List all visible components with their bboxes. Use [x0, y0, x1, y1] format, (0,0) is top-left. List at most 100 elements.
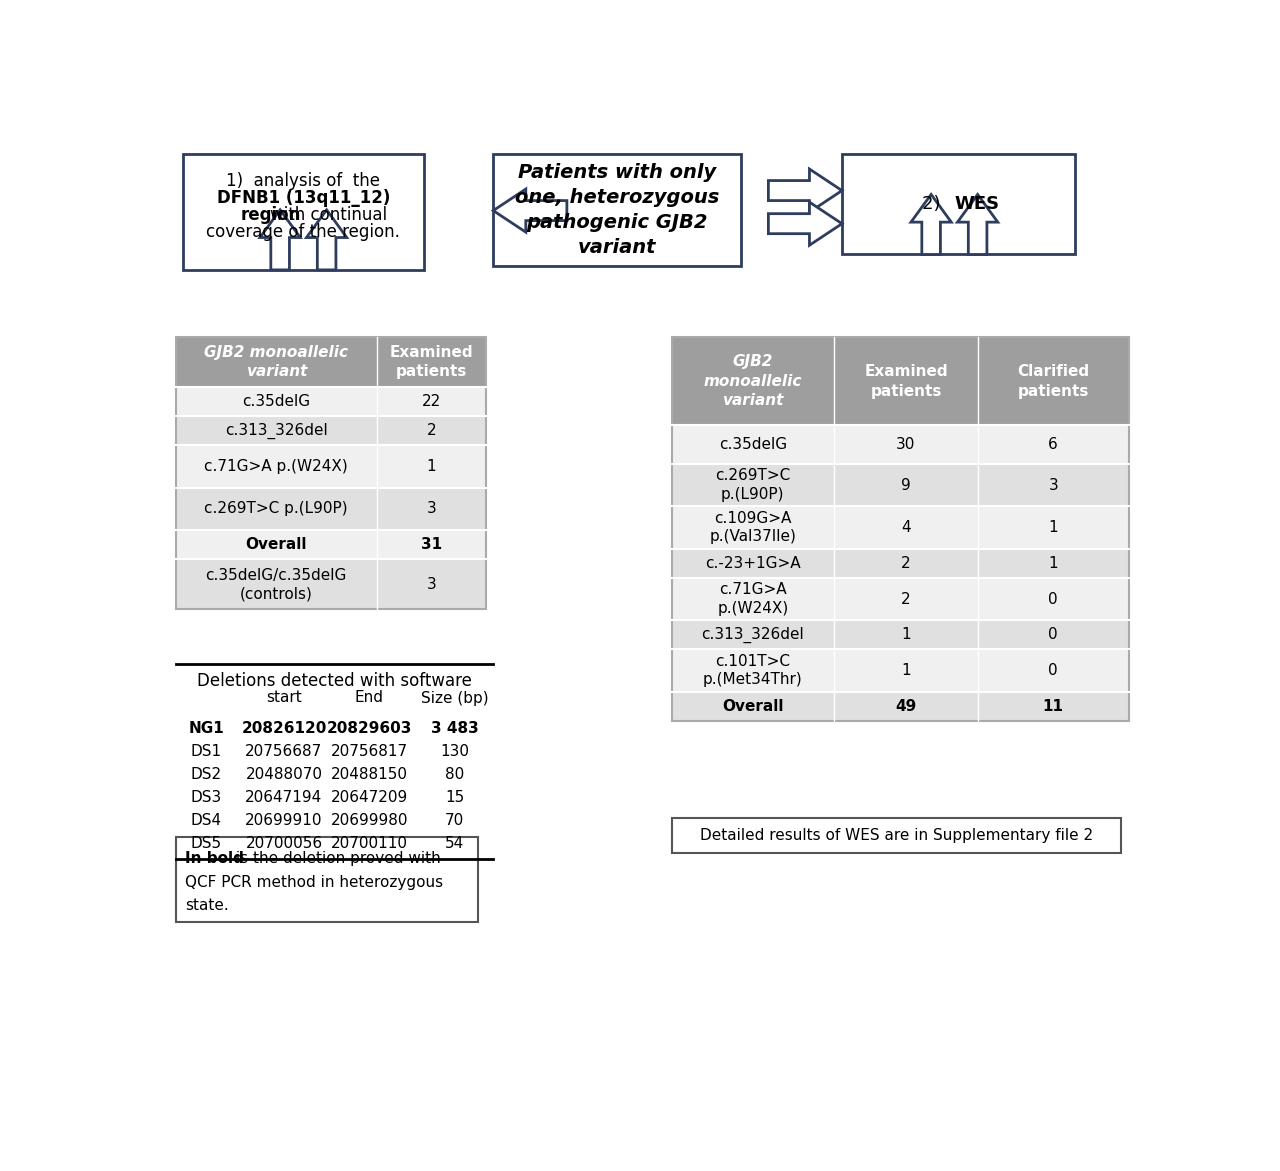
Text: DS2: DS2 [191, 767, 221, 782]
Text: is the deletion proved with: is the deletion proved with [232, 851, 442, 867]
Text: Overall: Overall [246, 537, 307, 553]
Text: NG1: NG1 [188, 720, 224, 735]
FancyBboxPatch shape [672, 549, 1129, 577]
Text: Overall: Overall [722, 699, 783, 714]
FancyBboxPatch shape [672, 650, 1129, 692]
FancyBboxPatch shape [175, 416, 485, 445]
Text: DS4: DS4 [191, 813, 221, 828]
Text: 1: 1 [426, 459, 436, 474]
FancyBboxPatch shape [672, 692, 1129, 721]
Text: with continual: with continual [270, 206, 387, 224]
Text: coverage of the region.: coverage of the region. [206, 224, 401, 241]
Text: QCF PCR method in heterozygous: QCF PCR method in heterozygous [184, 875, 443, 890]
Text: 1: 1 [901, 663, 911, 678]
Text: 0: 0 [1048, 628, 1059, 643]
FancyBboxPatch shape [175, 837, 477, 922]
Text: 70: 70 [445, 813, 465, 828]
Text: 22: 22 [421, 395, 440, 409]
Polygon shape [260, 210, 301, 269]
Polygon shape [911, 194, 951, 254]
Text: c.35delG: c.35delG [719, 437, 787, 452]
FancyBboxPatch shape [175, 560, 485, 609]
Text: 1)  analysis of  the: 1) analysis of the [227, 172, 380, 191]
FancyBboxPatch shape [842, 155, 1074, 254]
Text: 54: 54 [445, 836, 465, 851]
Text: state.: state. [184, 898, 229, 912]
Text: 1: 1 [901, 628, 911, 643]
Text: 3: 3 [426, 577, 436, 591]
Text: c.35delG: c.35delG [242, 395, 310, 409]
Text: GJB2 monoallelic
variant: GJB2 monoallelic variant [205, 345, 348, 378]
Text: c.269T>C p.(L90P): c.269T>C p.(L90P) [205, 501, 348, 516]
Text: 11: 11 [1043, 699, 1064, 714]
Text: 2): 2) [923, 196, 947, 213]
FancyBboxPatch shape [175, 386, 485, 416]
Text: 31: 31 [421, 537, 442, 553]
Text: 2: 2 [901, 591, 911, 607]
Text: 20699980: 20699980 [330, 813, 408, 828]
FancyBboxPatch shape [183, 155, 424, 269]
Text: 49: 49 [895, 699, 916, 714]
Polygon shape [957, 194, 998, 254]
FancyBboxPatch shape [672, 425, 1129, 464]
Text: start: start [266, 691, 302, 705]
Text: c.101T>C
p.(Met34Thr): c.101T>C p.(Met34Thr) [703, 653, 803, 687]
Text: 20756687: 20756687 [246, 744, 323, 759]
FancyBboxPatch shape [175, 488, 485, 530]
Text: GJB2
monoallelic
variant: GJB2 monoallelic variant [704, 354, 803, 409]
Text: Deletions detected with software: Deletions detected with software [197, 672, 472, 690]
Text: 15: 15 [445, 789, 465, 804]
Text: c.313_326del: c.313_326del [701, 626, 804, 643]
Text: 20700056: 20700056 [246, 836, 323, 851]
FancyBboxPatch shape [672, 337, 1129, 425]
FancyBboxPatch shape [672, 621, 1129, 650]
Text: DS1: DS1 [191, 744, 221, 759]
Text: c.313_326del: c.313_326del [225, 423, 328, 439]
Text: 30: 30 [896, 437, 915, 452]
Polygon shape [768, 169, 842, 212]
Text: c.71G>A p.(W24X): c.71G>A p.(W24X) [205, 459, 348, 474]
Text: DS5: DS5 [191, 836, 221, 851]
Text: 1: 1 [1048, 556, 1059, 570]
Text: 3: 3 [426, 501, 436, 516]
Text: 130: 130 [440, 744, 468, 759]
FancyBboxPatch shape [175, 445, 485, 488]
Polygon shape [768, 203, 842, 245]
Text: 0: 0 [1048, 663, 1059, 678]
Text: 20647209: 20647209 [330, 789, 408, 804]
FancyBboxPatch shape [493, 155, 741, 266]
Text: 2: 2 [901, 556, 911, 570]
Text: 2: 2 [426, 423, 436, 438]
Text: 20829603: 20829603 [326, 720, 412, 735]
Text: DS3: DS3 [191, 789, 223, 804]
Polygon shape [493, 189, 567, 232]
Text: Examined
patients: Examined patients [864, 364, 947, 398]
Text: c.109G>A
p.(Val37Ile): c.109G>A p.(Val37Ile) [709, 511, 796, 545]
Text: region: region [241, 206, 301, 224]
Text: Size (bp): Size (bp) [421, 691, 488, 705]
Text: 20700110: 20700110 [330, 836, 408, 851]
Text: 20647194: 20647194 [246, 789, 323, 804]
Text: WES: WES [955, 196, 1000, 213]
Text: Detailed results of WES are in Supplementary file 2: Detailed results of WES are in Supplemen… [700, 828, 1093, 843]
Text: 20699910: 20699910 [246, 813, 323, 828]
Text: 80: 80 [445, 767, 465, 782]
Text: 0: 0 [1048, 591, 1059, 607]
Text: c.35delG/c.35delG
(controls): c.35delG/c.35delG (controls) [206, 568, 347, 601]
Text: 3 483: 3 483 [430, 720, 479, 735]
Text: c.269T>C
p.(L90P): c.269T>C p.(L90P) [716, 468, 791, 502]
Text: End: End [355, 691, 384, 705]
Text: DFNB1 (13q11_12): DFNB1 (13q11_12) [216, 190, 390, 207]
Text: c.-23+1G>A: c.-23+1G>A [705, 556, 801, 570]
Text: 20756817: 20756817 [330, 744, 408, 759]
Text: 20488150: 20488150 [330, 767, 408, 782]
FancyBboxPatch shape [672, 506, 1129, 549]
Text: Patients with only
one, heterozygous
pathogenic GJB2
variant: Patients with only one, heterozygous pat… [515, 163, 719, 258]
Text: 9: 9 [901, 478, 911, 493]
Text: 6: 6 [1048, 437, 1059, 452]
FancyBboxPatch shape [672, 464, 1129, 506]
Text: Examined
patients: Examined patients [389, 345, 474, 378]
FancyBboxPatch shape [672, 819, 1121, 852]
Text: 20488070: 20488070 [246, 767, 323, 782]
Text: 20826120: 20826120 [242, 720, 326, 735]
